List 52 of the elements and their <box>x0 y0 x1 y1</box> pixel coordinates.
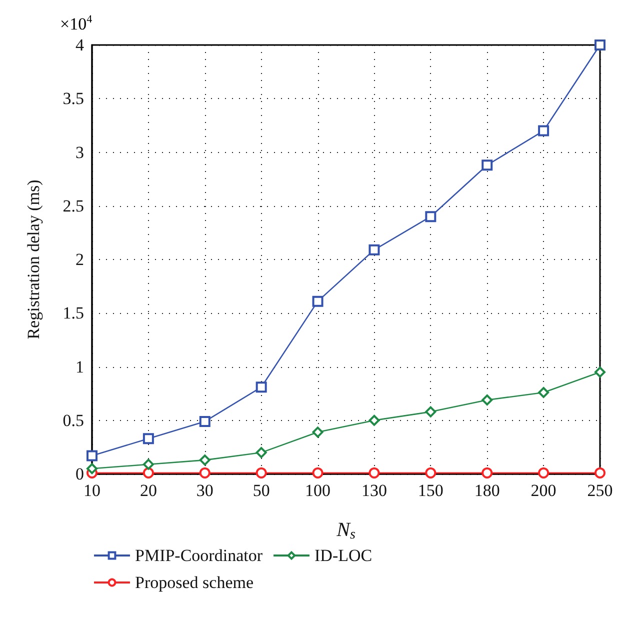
point <box>425 406 436 418</box>
legend-label: ID-LOC <box>314 546 372 565</box>
point <box>199 416 210 427</box>
point <box>425 467 436 478</box>
point <box>142 467 154 478</box>
point <box>594 40 606 50</box>
x-tick-label: 250 <box>587 481 613 500</box>
y-tick-label: 2 <box>76 250 84 269</box>
y-tick-label: 0 <box>76 464 84 484</box>
point <box>538 467 550 478</box>
point <box>482 467 493 478</box>
y-tick-label: 3.5 <box>62 89 84 108</box>
x-tick-label: 130 <box>361 481 387 500</box>
x-tick-label: 180 <box>474 481 500 500</box>
y-axis-title: Registration delay (ms) <box>24 180 43 340</box>
point <box>482 394 493 406</box>
legend-label: PMIP-Coordinator <box>135 546 263 565</box>
point <box>312 426 324 438</box>
point <box>312 467 324 478</box>
point <box>368 244 380 256</box>
x-tick-label: 20 <box>140 481 157 500</box>
y-tick-label: 1.5 <box>62 304 84 323</box>
point <box>199 454 210 466</box>
point <box>256 467 267 478</box>
x-tick-label: 10 <box>84 481 100 500</box>
y-tick-label: 2.5 <box>62 196 84 216</box>
point <box>256 447 267 458</box>
point <box>142 458 154 470</box>
point <box>256 382 267 393</box>
legend-label: Proposed scheme <box>135 573 254 592</box>
x-tick-label: 50 <box>252 481 270 500</box>
x-tick-label: 30 <box>196 481 214 500</box>
point <box>594 366 606 378</box>
y-tick-label: 0.5 <box>62 410 84 430</box>
point <box>368 467 380 478</box>
x-tick-label: 200 <box>530 481 556 500</box>
point <box>86 450 98 462</box>
y-tick-label: 1 <box>76 357 84 376</box>
point <box>482 160 493 171</box>
point <box>425 211 436 222</box>
point <box>142 433 154 444</box>
point <box>538 125 550 136</box>
point <box>86 463 98 474</box>
point <box>312 296 324 307</box>
y-tick-label: 4 <box>76 36 84 54</box>
y-tick-label: 3 <box>76 142 84 162</box>
point <box>199 467 210 478</box>
point <box>368 414 380 426</box>
point <box>538 386 550 398</box>
point <box>594 467 606 478</box>
x-tick-label: 150 <box>418 481 444 500</box>
x-tick-label: 100 <box>305 481 331 500</box>
